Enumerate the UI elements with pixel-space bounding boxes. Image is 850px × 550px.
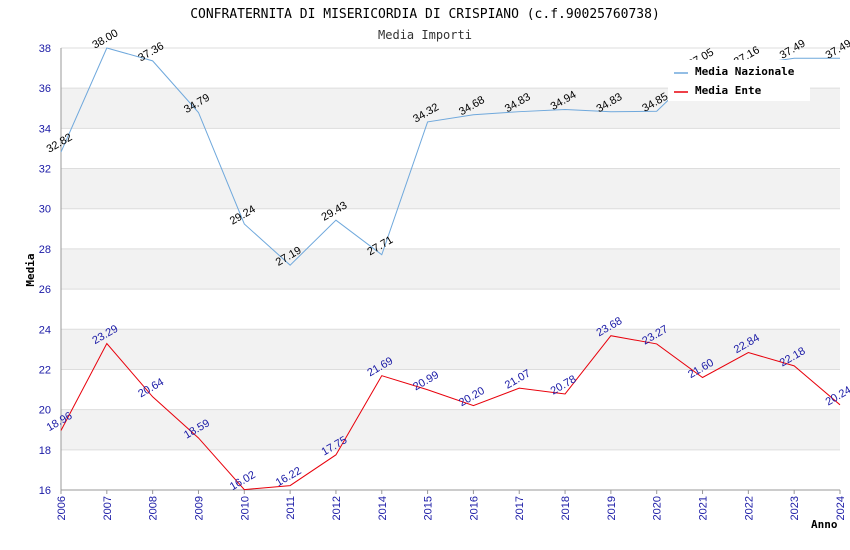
x-tick-label: 2019: [606, 496, 618, 520]
grid-band: [61, 409, 840, 450]
y-tick-label: 38: [39, 43, 51, 55]
x-ticks: 2006 2007 2008 2009 2010 2011 2012 2014 2015 2016…: [56, 490, 847, 520]
chart-title: CONFRATERNITA DI MISERICORDIA DI CRISPIA…: [190, 7, 660, 22]
legend-background: [668, 60, 810, 101]
x-tick-label: 2022: [743, 496, 755, 520]
y-tick-label: 28: [39, 244, 51, 256]
data-label: 20.24: [824, 384, 850, 408]
x-tick-label: 2017: [514, 496, 526, 520]
y-tick-label: 34: [39, 123, 51, 135]
grid-bands: [61, 88, 840, 450]
y-tick-label: 24: [39, 324, 51, 336]
y-ticks: 16 18 20 22 24 26 28 30 32 34 36 38: [39, 43, 51, 497]
legend-label-nazionale: Media Nazionale: [695, 65, 795, 78]
x-axis-label: Anno: [811, 518, 838, 531]
x-tick-label: 2020: [652, 496, 664, 520]
x-tick-label: 2023: [789, 496, 801, 520]
chart-subtitle: Media Importi: [378, 28, 472, 42]
y-tick-label: 32: [39, 164, 51, 176]
x-tick-label: 2018: [560, 496, 572, 520]
legend-label-ente: Media Ente: [695, 84, 762, 97]
y-tick-label: 16: [39, 485, 51, 497]
x-tick-label: 2009: [193, 496, 205, 520]
x-tick-label: 2008: [148, 496, 160, 520]
x-tick-label: 2014: [377, 496, 389, 520]
legend: Media Nazionale Media Ente: [668, 60, 810, 101]
data-label: 21.07: [503, 367, 533, 391]
x-tick-label: 2012: [331, 496, 343, 520]
y-tick-label: 22: [39, 364, 51, 376]
data-label: 16.02: [228, 469, 258, 493]
series-line-ente: [60, 335, 841, 491]
x-tick-label: 2016: [468, 496, 480, 520]
x-tick-label: 2015: [423, 496, 435, 520]
grid-band: [61, 248, 840, 290]
y-tick-label: 30: [39, 204, 51, 216]
y-tick-label: 18: [39, 445, 51, 457]
y-axis-label: Media: [24, 253, 37, 286]
grid-band: [61, 168, 840, 209]
y-tick-label: 36: [39, 83, 51, 95]
grid-band: [61, 329, 840, 370]
x-tick-label: 2021: [698, 496, 710, 520]
y-tick-label: 26: [39, 284, 51, 296]
x-tick-label: 2024: [835, 496, 847, 520]
x-tick-label: 2010: [239, 496, 251, 520]
data-label: 20.64: [136, 376, 166, 400]
x-tick-label: 2006: [56, 496, 68, 520]
x-tick-label: 2007: [102, 496, 114, 520]
x-tick-label: 2011: [285, 496, 297, 520]
y-tick-label: 20: [39, 405, 51, 417]
